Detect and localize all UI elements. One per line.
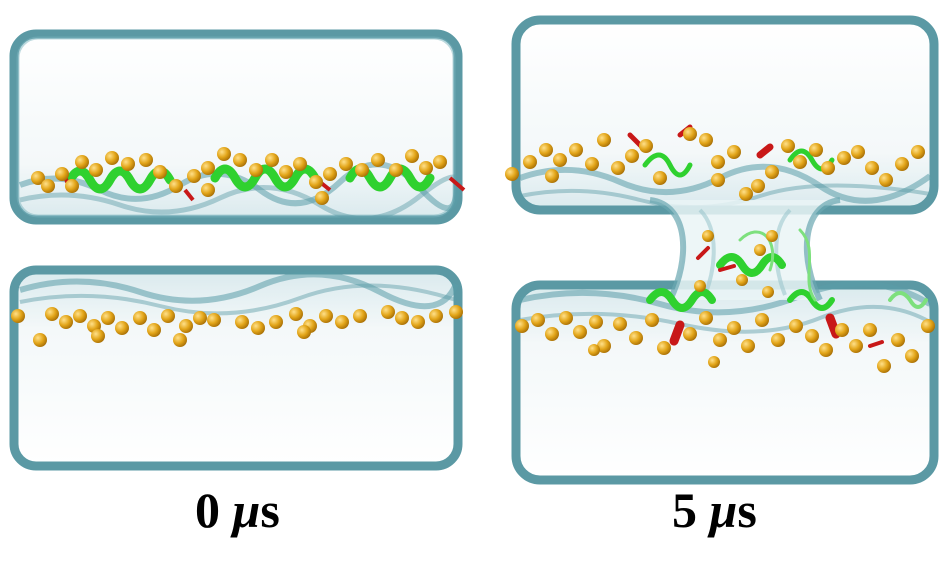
right-pore-lipid-beads — [694, 230, 778, 298]
panel-right-5us — [505, 15, 939, 485]
time-symbol-left: μ — [232, 482, 261, 538]
time-unit-right: s — [737, 482, 757, 538]
left-lower-membrane — [9, 265, 463, 471]
right-lower-lipid-beads — [515, 311, 935, 373]
time-symbol-right: μ — [709, 482, 738, 538]
right-upper-membrane — [511, 15, 939, 215]
time-label-0us: 0 μs — [195, 480, 280, 540]
left-lower-lipid-beads — [11, 305, 463, 347]
left-upper-membrane — [9, 29, 463, 225]
time-value-right: 5 — [672, 482, 697, 538]
right-upper-lipid-beads — [505, 127, 925, 201]
panel-left-0us — [9, 29, 466, 471]
right-membrane-pore — [649, 197, 841, 302]
right-lower-membrane — [511, 280, 939, 485]
left-upper-lipid-beads — [31, 147, 447, 205]
time-unit-left: s — [260, 482, 280, 538]
time-value-left: 0 — [195, 482, 220, 538]
time-label-5us: 5 μs — [672, 480, 757, 540]
